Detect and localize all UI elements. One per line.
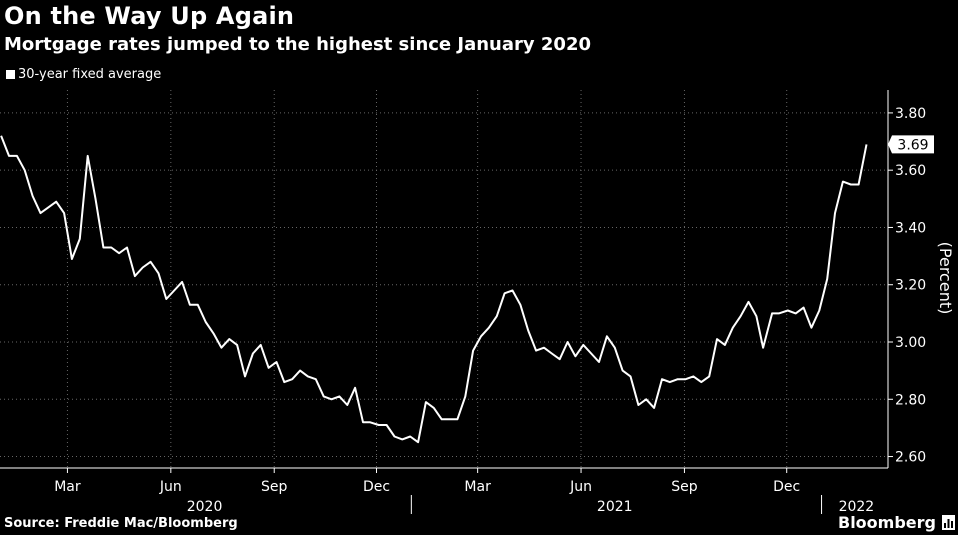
source-note: Source: Freddie Mac/Bloomberg (4, 516, 238, 531)
chart-title: On the Way Up Again (4, 2, 295, 30)
x-tick-label: Jun (569, 479, 592, 495)
brand-name: Bloomberg (838, 513, 936, 532)
x-tick-label: Sep (261, 479, 288, 495)
legend-label: 30-year fixed average (18, 67, 162, 82)
y-tick-label: 3.20 (895, 278, 926, 294)
y-tick-label: 2.80 (895, 392, 926, 408)
x-tick-label: Mar (464, 479, 491, 495)
last-value-label: 3.69 (897, 137, 928, 153)
y-tick-label: 3.60 (895, 163, 926, 179)
y-tick-label: 3.40 (895, 220, 926, 236)
x-tick-label: Mar (54, 479, 81, 495)
x-tick-label: Jun (159, 479, 182, 495)
chart-subtitle: Mortgage rates jumped to the highest sin… (4, 34, 591, 55)
x-tick-label: Dec (773, 479, 800, 495)
y-axis-label: (Percent) (936, 242, 955, 315)
y-tick-label: 3.80 (895, 106, 926, 122)
brand-logo: Bloomberg (838, 513, 955, 532)
series-line (0, 135, 868, 444)
legend-swatch (6, 70, 15, 79)
year-label: 2022 (839, 499, 875, 515)
y-tick-label: 3.00 (895, 335, 926, 351)
legend: 30-year fixed average (6, 67, 161, 82)
x-tick-label: Sep (671, 479, 698, 495)
year-label: 2021 (597, 499, 633, 515)
year-label: 2020 (187, 499, 223, 515)
x-tick-label: Dec (363, 479, 390, 495)
bar-chart-icon (941, 515, 955, 530)
y-tick-label: 2.60 (895, 450, 926, 466)
last-value-tag (888, 135, 934, 154)
